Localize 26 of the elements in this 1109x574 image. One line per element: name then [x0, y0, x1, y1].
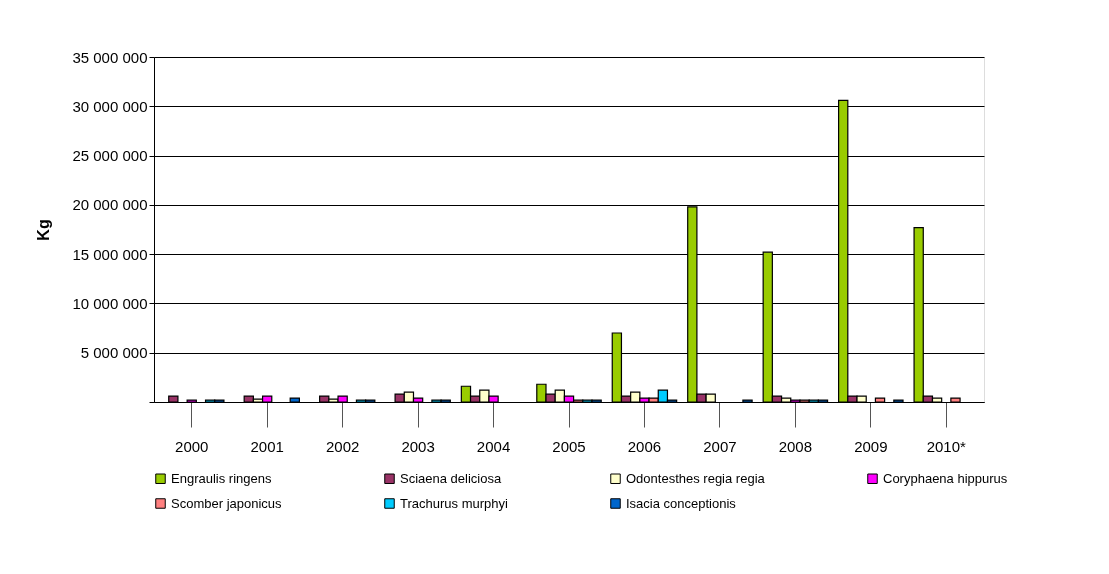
x-tick-label: 2009	[854, 437, 888, 455]
x-tick-label: 2004	[476, 437, 511, 455]
x-tick-label: 2005	[552, 437, 586, 455]
y-tick-label: 20 000 000	[72, 196, 148, 214]
x-tick-label: 2010*	[926, 437, 967, 455]
y-tick-label: 35 000 000	[72, 48, 148, 66]
x-tick-label: 2007	[703, 437, 737, 455]
y-tick-label: 10 000 000	[72, 294, 148, 312]
x-tick-label: 2001	[250, 437, 284, 455]
y-tick-label: 15 000 000	[72, 245, 148, 263]
x-tick-label: 2002	[325, 437, 360, 455]
y-tick-label: 30 000 000	[72, 97, 148, 115]
y-axis-title: Kg	[35, 219, 53, 241]
legend-label: Isacia conceptionis	[626, 495, 737, 511]
legend-label: Engraulis ringens	[171, 470, 272, 486]
legend-label: Coryphaena hippurus	[883, 470, 1008, 486]
y-tick-label: 25 000 000	[72, 147, 148, 165]
legend-label: Sciaena deliciosa	[400, 470, 502, 486]
legend-label: Scomber japonicus	[171, 495, 283, 511]
legend-label: Trachurus murphyi	[400, 495, 508, 511]
x-tick-label: 2003	[401, 437, 435, 455]
x-tick-label: 2000	[175, 437, 209, 455]
x-tick-label: 2008	[778, 437, 813, 455]
y-tick-label: 5 000 000	[80, 344, 148, 362]
x-tick-label: 2006	[627, 437, 662, 455]
legend-label: Odontesthes regia regia	[626, 470, 766, 486]
